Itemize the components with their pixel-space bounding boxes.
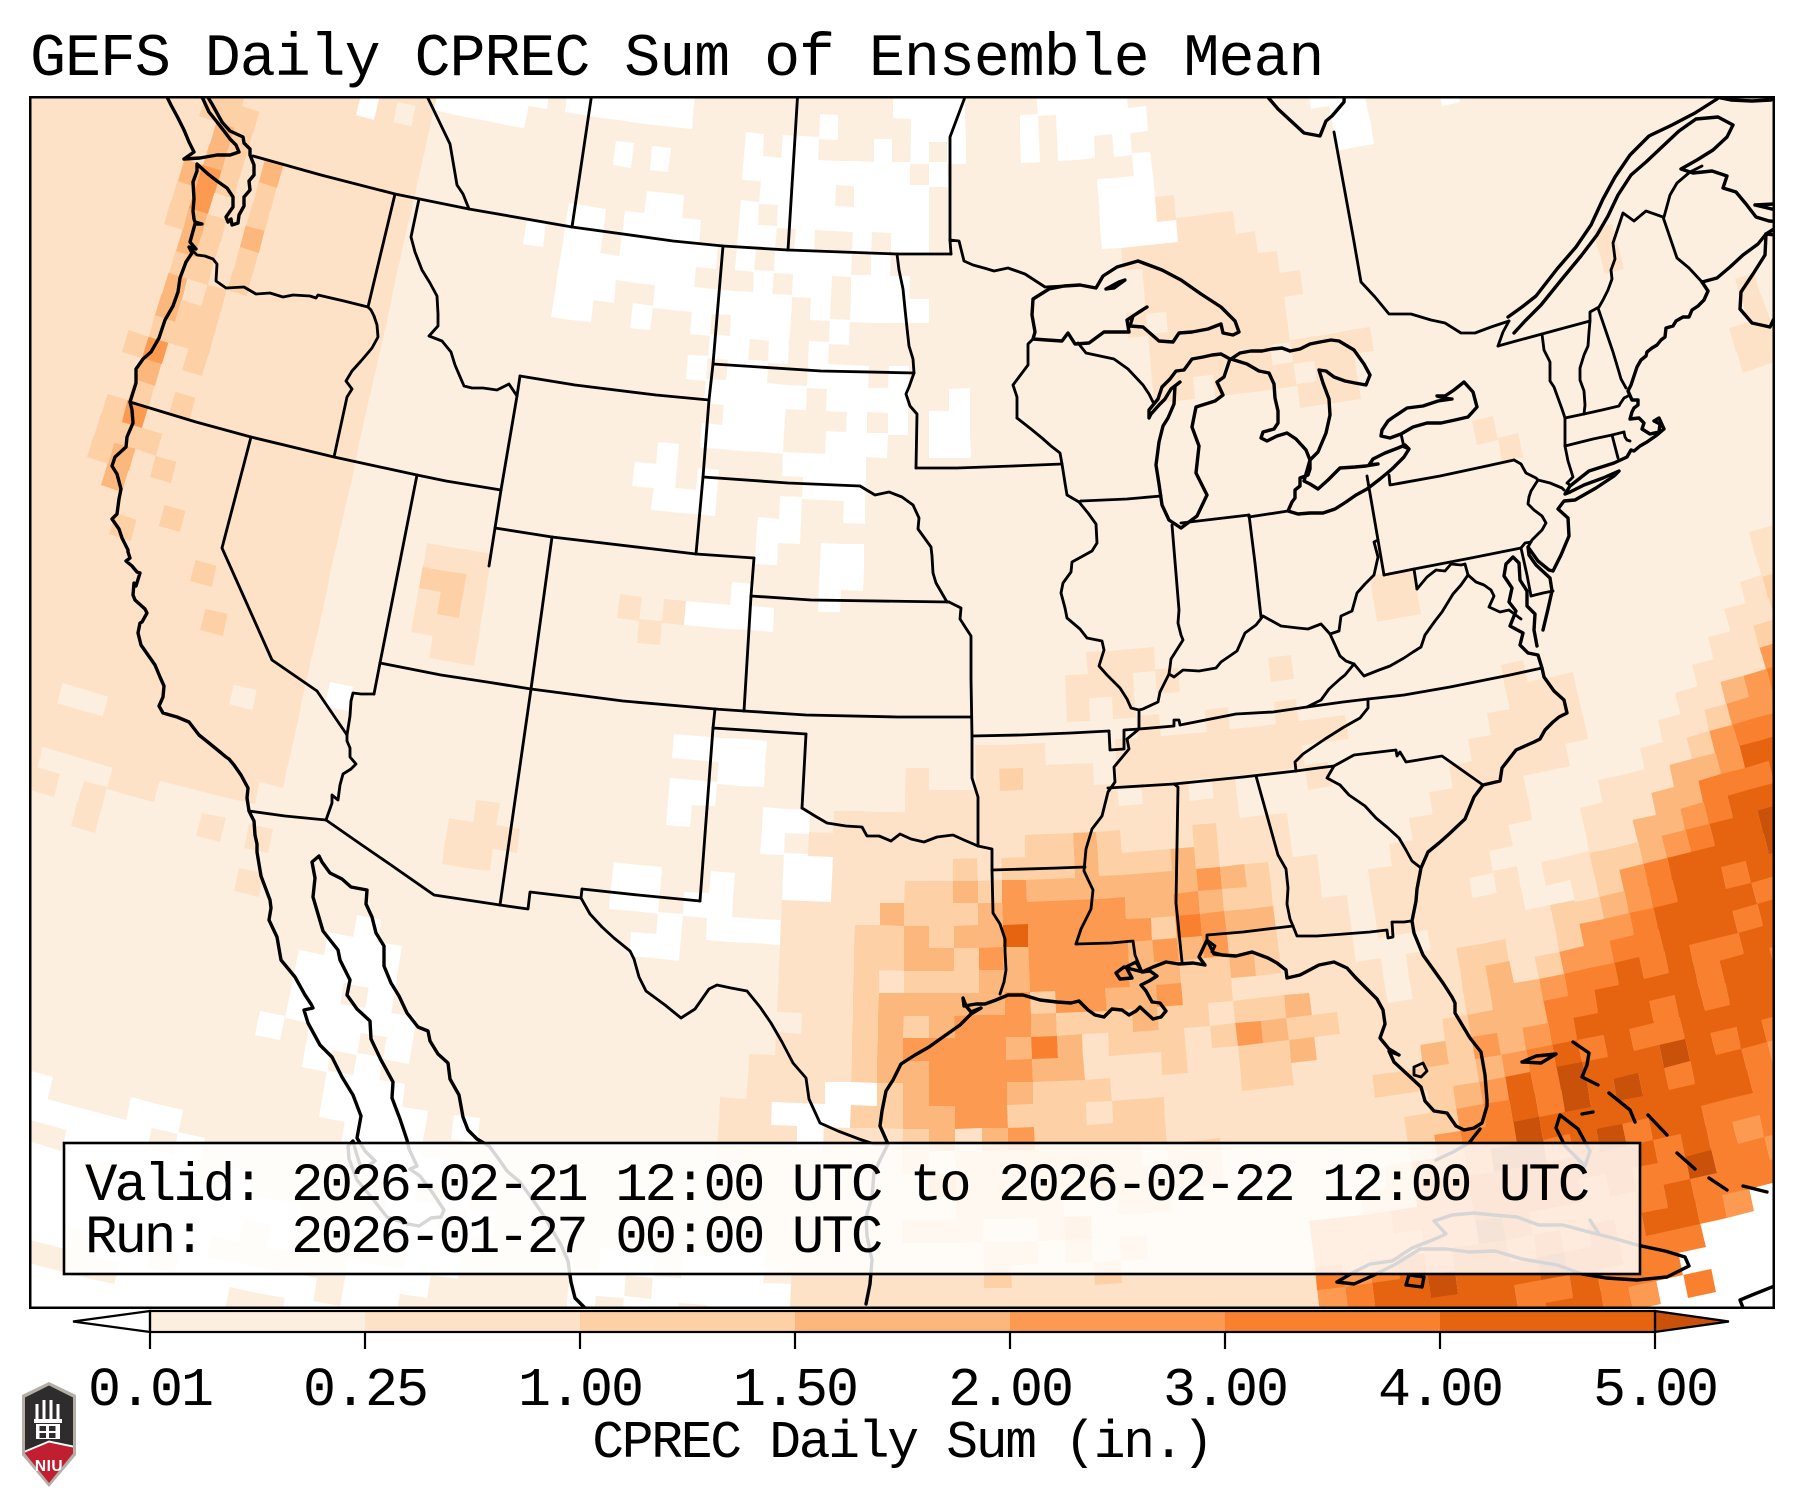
svg-text:4.00: 4.00 — [1378, 1359, 1502, 1422]
svg-text:Run: 2026-01-27 00:00 UTC: Run: 2026-01-27 00:00 UTC — [85, 1208, 882, 1269]
svg-text:2.00: 2.00 — [948, 1359, 1072, 1422]
svg-text:3.00: 3.00 — [1163, 1359, 1287, 1422]
svg-text:5.00: 5.00 — [1593, 1359, 1717, 1422]
svg-text:0.01: 0.01 — [88, 1359, 212, 1422]
svg-text:CPREC Daily Sum (in.): CPREC Daily Sum (in.) — [592, 1413, 1212, 1473]
svg-text:NIU: NIU — [35, 1458, 63, 1475]
svg-text:1.50: 1.50 — [733, 1359, 857, 1422]
svg-text:1.00: 1.00 — [518, 1359, 642, 1422]
svg-text:Valid: 2026-02-21 12:00 UTC to: Valid: 2026-02-21 12:00 UTC to 2026-02-2… — [85, 1156, 1589, 1217]
svg-text:0.25: 0.25 — [303, 1359, 427, 1422]
